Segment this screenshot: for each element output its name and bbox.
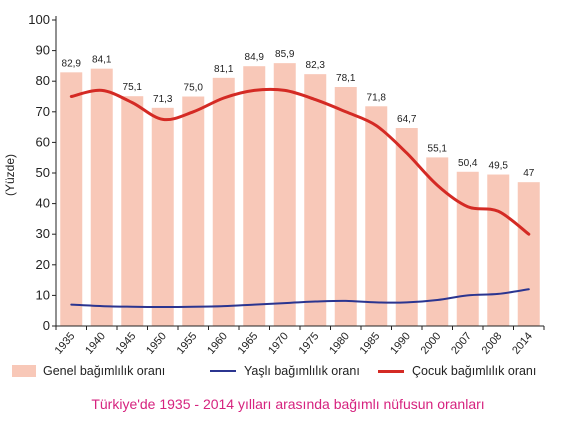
bar-1970 <box>273 63 296 327</box>
bar-2014 <box>517 182 540 326</box>
bar-1985 <box>365 106 388 327</box>
y-tick-label: 0 <box>43 318 50 333</box>
x-tick-label: 1955 <box>175 330 200 356</box>
x-tick-label: 1965 <box>236 330 261 356</box>
x-tick-label: 1990 <box>388 330 413 356</box>
legend-item-cocuk: Çocuk bağımlılık oranı <box>378 364 536 378</box>
bar-2000 <box>426 157 449 326</box>
bar-value-label: 82,3 <box>306 60 326 71</box>
legend: Genel bağımlılık oranı Yaşlı bağımlılık … <box>0 364 576 386</box>
bar-value-label: 64,7 <box>397 114 417 125</box>
x-tick-label: 2007 <box>449 330 474 356</box>
bar-1975 <box>304 74 327 326</box>
bar-1935 <box>60 72 83 327</box>
y-tick-label: 60 <box>36 134 50 149</box>
bar-value-label: 75,1 <box>123 82 143 93</box>
legend-label-yasli: Yaşlı bağımlılık oranı <box>244 364 360 378</box>
bar-value-label: 71,8 <box>367 92 387 103</box>
x-tick-label: 2014 <box>510 330 535 356</box>
y-tick-label: 10 <box>36 287 50 302</box>
y-axis-label: (Yüzde) <box>3 154 17 196</box>
bar-value-label: 47 <box>523 168 535 179</box>
x-tick-label: 2000 <box>419 330 444 356</box>
bar-1980 <box>334 87 357 326</box>
bar-value-label: 81,1 <box>214 64 234 75</box>
y-tick-label: 50 <box>36 165 50 180</box>
x-tick-label: 1940 <box>83 330 108 356</box>
bar-1940 <box>90 68 113 327</box>
bar-1955 <box>182 96 205 326</box>
bar-value-label: 75,0 <box>184 83 204 94</box>
chart-caption: Türkiye'de 1935 - 2014 yılları arasında … <box>91 396 485 412</box>
legend-label-genel: Genel bağımlılık oranı <box>43 364 166 378</box>
chart: 82,9 84,1 75,1 71,3 75,0 81,1 84,9 85,9 82,3 78,1… <box>3 12 545 357</box>
y-tick-label: 30 <box>36 226 50 241</box>
bar-1960 <box>212 77 235 326</box>
bar-value-label: 71,3 <box>153 94 173 105</box>
y-tick-label: 70 <box>36 104 50 119</box>
bar-1945 <box>121 96 144 326</box>
bar-value-label: 50,4 <box>458 158 478 169</box>
legend-label-cocuk: Çocuk bağımlılık oranı <box>412 364 537 378</box>
y-tick-label: 90 <box>36 43 50 58</box>
line-cocuk <box>69 87 531 236</box>
x-tick-label: 1975 <box>297 330 322 356</box>
x-tick-label: 2008 <box>480 330 505 356</box>
bar-value-label: 85,9 <box>275 49 295 60</box>
bar-value-label: 84,1 <box>92 55 112 66</box>
bar-value-label: 84,9 <box>245 52 265 63</box>
bar-value-label: 55,1 <box>428 143 448 154</box>
legend-swatch-cocuk <box>378 369 404 373</box>
bar-2008 <box>487 174 510 326</box>
bar-1950 <box>151 107 174 327</box>
bar-2007 <box>456 171 479 326</box>
bar-1990 <box>395 128 418 326</box>
legend-swatch-genel <box>12 365 36 377</box>
legend-item-yasli: Yaşlı bağımlılık oranı <box>210 364 360 378</box>
x-tick-label: 1950 <box>144 330 169 356</box>
x-tick-label: 1960 <box>205 330 230 356</box>
y-tick-label: 20 <box>36 257 50 272</box>
bar-1965 <box>243 66 266 327</box>
x-tick-label: 1980 <box>327 330 352 356</box>
x-tick-label: 1985 <box>358 330 383 356</box>
bar-value-label: 82,9 <box>62 58 82 69</box>
y-tick-label: 40 <box>36 196 50 211</box>
y-tick-label: 80 <box>36 73 50 88</box>
bar-value-label: 49,5 <box>489 161 509 172</box>
legend-item-genel: Genel bağımlılık oranı <box>12 364 165 378</box>
bar-value-label: 78,1 <box>336 73 356 84</box>
x-tick-label: 1945 <box>114 330 139 356</box>
x-tick-label: 1970 <box>266 330 291 356</box>
line-yasli <box>70 288 530 308</box>
y-tick-label: 100 <box>28 12 50 27</box>
x-tick-label: 1935 <box>53 330 78 356</box>
legend-swatch-yasli <box>210 370 236 372</box>
